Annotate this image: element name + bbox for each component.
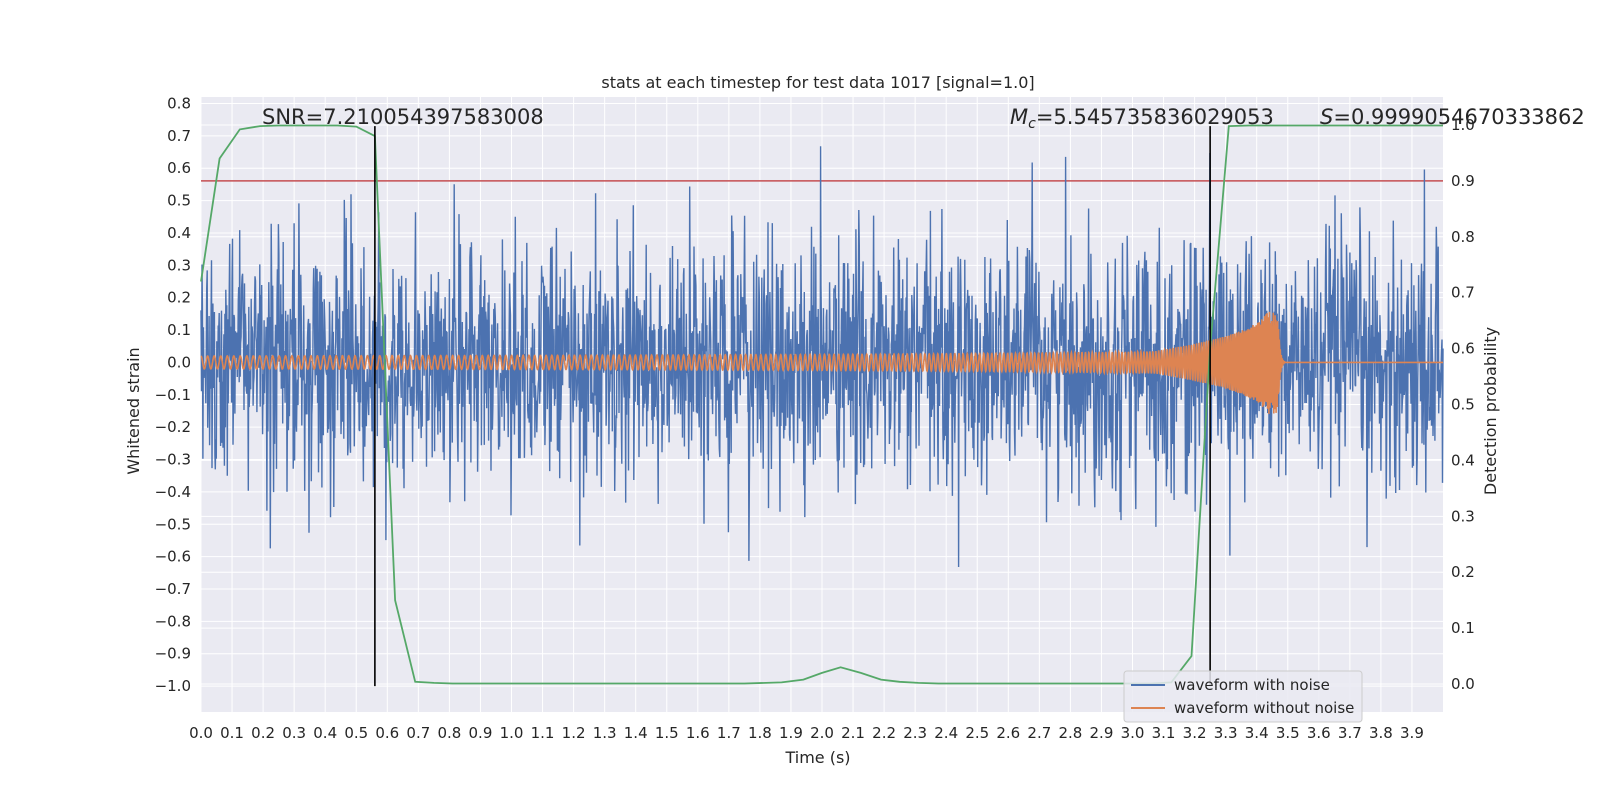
x-axis-ticks: 0.0 0.1 0.2 0.3 0.4 0.5 0.6 0.7 0.8 0.9 1.0 1.1 1.2 1… — [189, 724, 1424, 742]
y2-tick-label: 0.3 — [1451, 507, 1475, 525]
x-tick-label: 0.0 — [189, 724, 213, 742]
series-detection-probability — [200, 124, 1443, 685]
y-tick-label: 0.0 — [167, 353, 191, 371]
x-tick-label: 1.6 — [686, 724, 710, 742]
x-tick-label: 3.2 — [1183, 724, 1207, 742]
x-tick-label: 2.2 — [872, 724, 896, 742]
legend-box — [1123, 670, 1363, 723]
y-tick-label: 0.8 — [167, 94, 191, 112]
y-tick-label: 0.2 — [167, 289, 191, 307]
y2-tick-label: 0.1 — [1451, 619, 1475, 637]
x-tick-label: 0.2 — [251, 724, 275, 742]
y2-tick-label: 0.6 — [1451, 340, 1475, 358]
x-tick-label: 1.5 — [655, 724, 679, 742]
y2-tick-label: 0.4 — [1451, 451, 1475, 469]
x-tick-label: 0.1 — [220, 724, 244, 742]
series-waveform-with-noise — [200, 146, 1444, 568]
x-tick-label: 0.9 — [469, 724, 493, 742]
x-tick-label: 3.6 — [1307, 724, 1331, 742]
marker-lines — [374, 126, 1211, 687]
y2-tick-label: 0.2 — [1451, 563, 1475, 581]
y2-axis-ticks: 1.0 0.9 0.8 0.7 0.6 0.5 0.4 0.3 0.2 0.1 0.0 — [1451, 116, 1475, 693]
x-tick-label: 3.5 — [1276, 724, 1300, 742]
y-tick-label: −0.5 — [155, 515, 191, 533]
legend-label-clean: waveform without noise — [1174, 699, 1354, 717]
x-tick-label: 1.7 — [717, 724, 741, 742]
y-tick-label: −0.7 — [155, 580, 191, 598]
x-tick-label: 2.0 — [810, 724, 834, 742]
x-tick-label: 2.4 — [934, 724, 958, 742]
chirp-mass-subscript: c — [1028, 116, 1036, 132]
x-tick-label: 2.5 — [965, 724, 989, 742]
y-tick-label: 0.1 — [167, 321, 191, 339]
y-axis-ticks: 0.8 0.7 0.6 0.5 0.4 0.3 0.2 0.1 0.0 −0.1 −0.2 −0.3 −… — [155, 94, 191, 695]
s-value: =0.9999054670333862 — [1333, 105, 1584, 129]
y-tick-label: −0.6 — [155, 548, 191, 566]
snr-annotation: SNR=7.210054397583008 — [262, 105, 544, 129]
x-tick-label: 0.8 — [437, 724, 461, 742]
x-tick-label: 0.7 — [406, 724, 430, 742]
y2-tick-label: 0.7 — [1451, 284, 1475, 302]
x-tick-label: 3.4 — [1245, 724, 1269, 742]
y-tick-label: −0.2 — [155, 418, 191, 436]
y-tick-label: 0.7 — [167, 127, 191, 145]
y2-tick-label: 0.0 — [1451, 675, 1475, 693]
y-tick-label: −0.9 — [155, 645, 191, 663]
series-layer — [200, 124, 1444, 685]
y2-axis-label: Detection probability — [1481, 327, 1500, 495]
x-tick-label: 2.1 — [841, 724, 865, 742]
chirp-mass-annotation: Mc=5.545735836029053 — [1010, 105, 1274, 132]
x-axis-label: Time (s) — [784, 748, 850, 767]
y-tick-label: −0.8 — [155, 612, 191, 630]
x-tick-label: 2.7 — [1027, 724, 1051, 742]
y2-tick-label: 0.5 — [1451, 396, 1475, 414]
snr-value: =7.210054397583008 — [306, 105, 544, 129]
x-tick-label: 1.0 — [500, 724, 524, 742]
legend: waveform with noise waveform without noi… — [1123, 670, 1363, 723]
chirp-mass-value: =5.545735836029053 — [1036, 105, 1274, 129]
y-tick-label: −0.1 — [155, 386, 191, 404]
y-tick-label: 0.3 — [167, 256, 191, 274]
y-tick-label: 0.4 — [167, 224, 191, 242]
x-tick-label: 2.3 — [903, 724, 927, 742]
x-tick-label: 1.1 — [531, 724, 555, 742]
series-waveform-without-noise — [200, 311, 1443, 414]
x-tick-label: 2.9 — [1090, 724, 1114, 742]
y2-tick-label: 0.8 — [1451, 228, 1475, 246]
y-tick-label: −0.4 — [155, 483, 191, 501]
y-axis-label: Whitened strain — [124, 347, 143, 474]
x-tick-label: 3.8 — [1369, 724, 1393, 742]
x-tick-label: 1.2 — [562, 724, 586, 742]
s-label: S — [1320, 105, 1333, 129]
x-tick-label: 1.4 — [624, 724, 648, 742]
snr-label: SNR — [262, 105, 306, 129]
x-tick-label: 3.9 — [1400, 724, 1424, 742]
chirp-mass-label: M — [1010, 105, 1028, 129]
x-tick-label: 2.6 — [996, 724, 1020, 742]
y2-tick-label: 1.0 — [1451, 116, 1475, 134]
x-tick-label: 0.4 — [313, 724, 337, 742]
x-tick-label: 3.0 — [1121, 724, 1145, 742]
x-tick-label: 1.8 — [748, 724, 772, 742]
legend-label-noise: waveform with noise — [1174, 676, 1330, 694]
y-tick-label: −1.0 — [155, 677, 191, 695]
x-tick-label: 0.6 — [375, 724, 399, 742]
s-annotation: S=0.9999054670333862 — [1320, 105, 1585, 129]
y-tick-label: −0.3 — [155, 451, 191, 469]
x-tick-label: 3.7 — [1338, 724, 1362, 742]
x-tick-label: 3.3 — [1214, 724, 1238, 742]
x-tick-label: 3.1 — [1152, 724, 1176, 742]
x-tick-label: 2.8 — [1058, 724, 1082, 742]
y-tick-label: 0.6 — [167, 159, 191, 177]
chart-title: stats at each timestep for test data 101… — [601, 73, 1034, 92]
x-tick-label: 0.3 — [282, 724, 306, 742]
x-tick-label: 1.3 — [593, 724, 617, 742]
x-tick-label: 1.9 — [779, 724, 803, 742]
y-tick-label: 0.5 — [167, 192, 191, 210]
x-tick-label: 0.5 — [344, 724, 368, 742]
y2-tick-label: 0.9 — [1451, 172, 1475, 190]
